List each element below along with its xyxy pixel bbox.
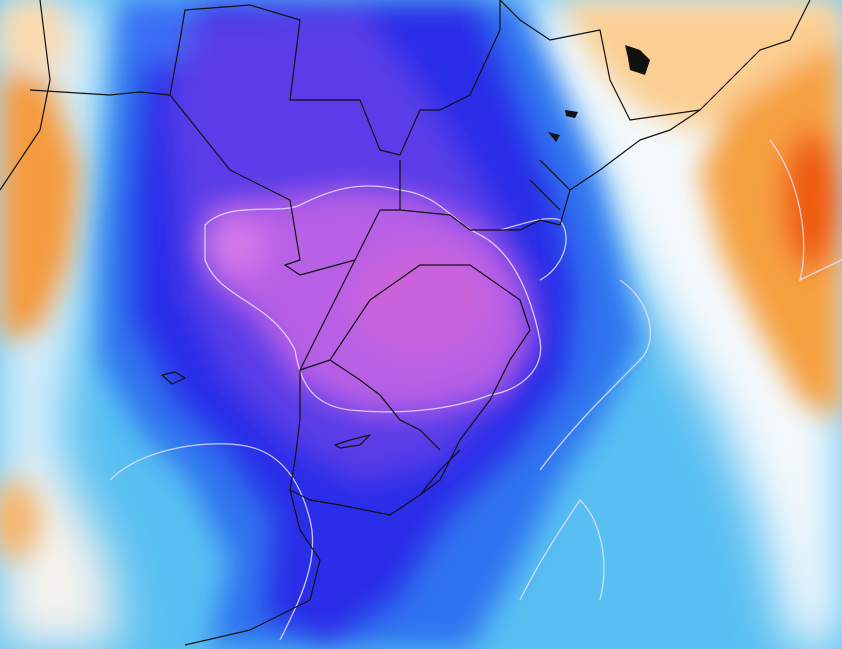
border-paraguay <box>169 94 401 276</box>
lagoon <box>334 434 371 449</box>
coast-south <box>184 489 321 646</box>
lake-ne-3 <box>548 132 560 142</box>
border-argentina-uruguay <box>289 259 531 516</box>
border-brazil-south <box>399 209 561 231</box>
warm-regions <box>0 0 842 560</box>
coast-east <box>559 109 701 226</box>
warm-east-core <box>782 130 842 270</box>
lake-ne-2 <box>565 110 578 118</box>
border-east <box>499 0 811 121</box>
cold-core-west <box>205 215 265 275</box>
estuary <box>419 449 461 496</box>
contour-inner <box>204 185 542 413</box>
coast-west-north <box>0 0 51 191</box>
contour-southeast <box>519 498 605 601</box>
cold-northwest <box>120 0 200 70</box>
contour-coast <box>499 218 567 281</box>
borders <box>0 0 811 646</box>
contour-south <box>109 443 314 641</box>
cold-core-peak <box>350 245 490 355</box>
warm-southwest <box>0 480 40 560</box>
state-lines <box>529 159 571 211</box>
contour-warm <box>769 139 842 282</box>
border-north <box>29 0 501 156</box>
border-rio-grande <box>329 264 531 361</box>
warm-west <box>0 70 80 340</box>
lake-ne-1 <box>625 45 650 75</box>
contours <box>109 139 842 641</box>
lake <box>161 371 186 385</box>
lakes-northeast <box>548 45 650 142</box>
warm-northwest <box>0 0 70 70</box>
contour-east <box>539 279 652 471</box>
